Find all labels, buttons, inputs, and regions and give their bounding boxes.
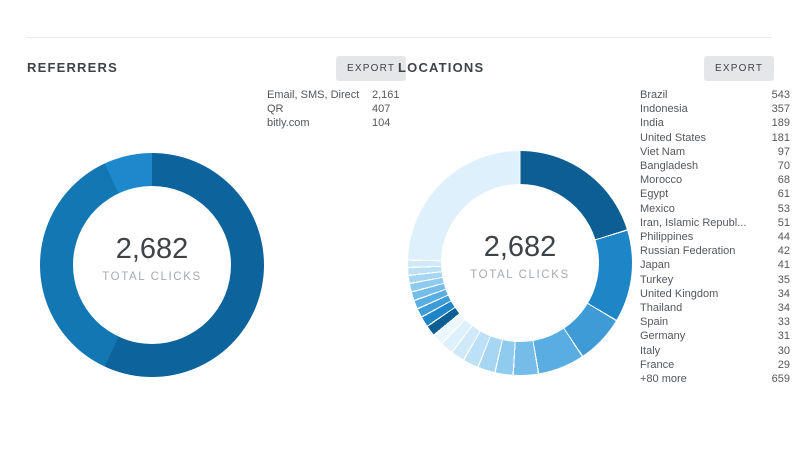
legend-value: 29 — [777, 358, 790, 371]
legend-row: United States 181 — [640, 131, 790, 145]
legend-row: France 29 — [640, 358, 790, 372]
legend-row: bitly.com 104 — [267, 116, 407, 130]
legend-row: QR 407 — [267, 102, 407, 116]
legend-label: bitly.com — [267, 117, 310, 130]
legend-value: 70 — [777, 160, 790, 173]
legend-row: Iran, Islamic Republ... 51 — [640, 216, 790, 230]
legend-value: 41 — [777, 259, 790, 272]
legend-row: Turkey 35 — [640, 273, 790, 287]
legend-label: Philippines — [640, 231, 694, 244]
legend-value: 34 — [777, 302, 790, 315]
legend-value: 104 — [372, 117, 391, 130]
locations-donut-chart: 2,682 TOTAL CLICKS — [408, 151, 632, 375]
legend-label: Iran, Islamic Republ... — [640, 216, 747, 229]
legend-value: 51 — [777, 216, 790, 229]
legend-label: Japan — [640, 259, 670, 272]
legend-label: Morocco — [640, 174, 683, 187]
legend-label: Germany — [640, 330, 686, 343]
legend-value: 659 — [771, 373, 790, 386]
legend-row: Morocco 68 — [640, 173, 790, 187]
legend-label: QR — [267, 103, 284, 116]
legend-row: Philippines 44 — [640, 230, 790, 244]
legend-row: India 189 — [640, 116, 790, 130]
locations-title: LOCATIONS — [398, 60, 485, 75]
header-divider — [27, 37, 772, 38]
legend-value: 34 — [777, 287, 790, 300]
legend-label: Viet Nam — [640, 145, 686, 158]
legend-row: Russian Federation 42 — [640, 244, 790, 258]
locations-export-button[interactable]: EXPORT — [704, 56, 775, 81]
legend-value: 2,161 — [372, 89, 400, 101]
legend-value: 61 — [777, 188, 790, 201]
legend-value: 407 — [372, 103, 391, 116]
legend-label: Spain — [640, 316, 669, 329]
legend-row: Egypt 61 — [640, 187, 790, 201]
legend-row: Germany 31 — [640, 329, 790, 343]
referrers-legend: Email, SMS, Direct 2,161 QR 407 bitly.com 104 — [267, 88, 407, 131]
legend-label: Russian Federation — [640, 245, 736, 258]
referrers-export-button[interactable]: EXPORT — [336, 56, 407, 81]
legend-label: +80 more — [640, 373, 687, 386]
legend-label: Turkey — [640, 273, 674, 286]
legend-row: Viet Nam 97 — [640, 145, 790, 159]
legend-value: 31 — [777, 330, 790, 343]
referrers-donut-chart: 2,682 TOTAL CLICKS — [40, 153, 264, 377]
legend-value: 44 — [777, 231, 790, 244]
legend-label: United Kingdom — [640, 287, 719, 300]
legend-value: 189 — [771, 117, 790, 130]
legend-label: Email, SMS, Direct — [267, 89, 360, 101]
legend-row: Italy 30 — [640, 344, 790, 358]
legend-row: United Kingdom 34 — [640, 287, 790, 301]
locations-legend: Brazil 543 Indonesia 357 India 189 United Stat… — [640, 88, 790, 386]
legend-value: 30 — [777, 344, 790, 357]
legend-label: Egypt — [640, 188, 669, 201]
referrers-donut-ring[interactable] — [40, 153, 264, 377]
legend-label: Italy — [640, 344, 661, 357]
legend-row: Indonesia 357 — [640, 102, 790, 116]
legend-row: Bangladesh 70 — [640, 159, 790, 173]
legend-label: Thailand — [640, 302, 683, 315]
legend-row: Email, SMS, Direct 2,161 — [267, 88, 407, 102]
legend-row: Brazil 543 — [640, 88, 790, 102]
legend-value: 42 — [777, 245, 790, 258]
legend-label: United States — [640, 131, 707, 144]
legend-label: France — [640, 358, 675, 371]
legend-row: Mexico 53 — [640, 202, 790, 216]
referrers-title: REFERRERS — [27, 60, 118, 75]
legend-label: Indonesia — [640, 103, 688, 116]
legend-value: 35 — [777, 273, 790, 286]
legend-label: India — [640, 117, 664, 130]
legend-value: 543 — [771, 89, 790, 101]
legend-value: 53 — [777, 202, 790, 215]
legend-label: Mexico — [640, 202, 675, 215]
legend-value: 33 — [777, 316, 790, 329]
legend-row: Japan 41 — [640, 258, 790, 272]
locations-donut-ring[interactable] — [408, 151, 632, 375]
legend-label: Brazil — [640, 89, 668, 101]
legend-value: 68 — [777, 174, 790, 187]
legend-row: Thailand 34 — [640, 301, 790, 315]
legend-value: 181 — [771, 131, 790, 144]
legend-value: 357 — [771, 103, 790, 116]
legend-label: Bangladesh — [640, 160, 699, 173]
legend-value: 97 — [777, 145, 790, 158]
legend-row: +80 more 659 — [640, 372, 790, 386]
legend-row: Spain 33 — [640, 315, 790, 329]
